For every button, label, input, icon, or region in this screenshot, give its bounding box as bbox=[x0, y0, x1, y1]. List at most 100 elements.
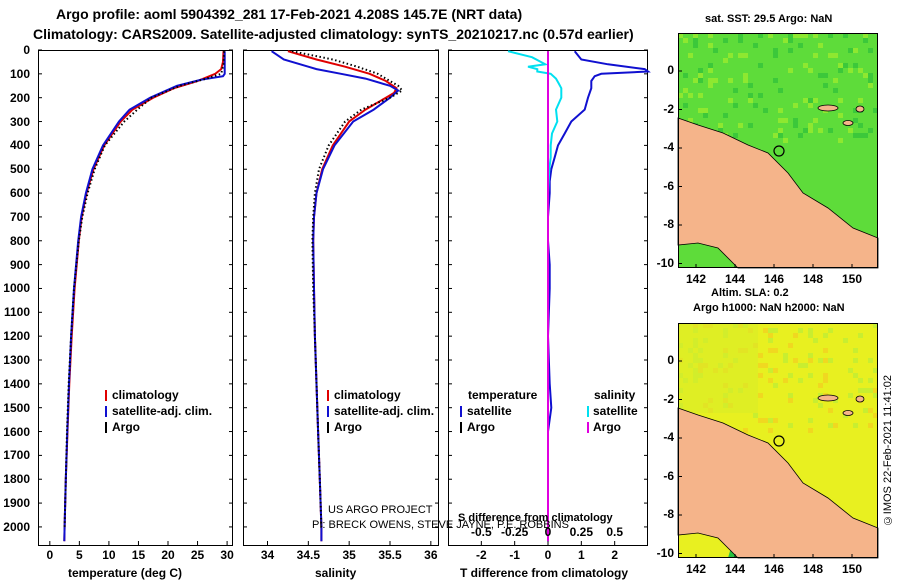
legend-marker bbox=[105, 390, 107, 401]
map-pixel bbox=[793, 103, 798, 108]
legend-marker bbox=[327, 406, 329, 417]
map-pixel bbox=[758, 353, 763, 358]
map-x-label: 142 bbox=[685, 562, 707, 576]
map-pixel bbox=[868, 358, 873, 363]
x-tick-label: 0 bbox=[544, 548, 552, 562]
float-location-marker bbox=[773, 145, 785, 157]
legend-sal-heading: salinity bbox=[594, 388, 636, 402]
map-pixel bbox=[868, 128, 873, 133]
map-pixel bbox=[823, 348, 828, 353]
legend-label: Argo bbox=[593, 420, 621, 434]
map-pixel bbox=[758, 373, 763, 378]
map-pixel bbox=[768, 378, 773, 383]
top-tick-label: -0.5 bbox=[470, 525, 492, 539]
map-pixel bbox=[743, 53, 748, 58]
map-pixel bbox=[788, 398, 793, 403]
series-satellite-adj-clim- bbox=[271, 50, 400, 542]
map-pixel bbox=[813, 53, 818, 58]
legend-label: satellite-adj. clim. bbox=[334, 404, 435, 418]
map-pixel bbox=[773, 48, 778, 53]
x-tick-label: 36 bbox=[424, 548, 438, 562]
map-pixel bbox=[793, 123, 798, 128]
depth-tick-label: 600 bbox=[9, 186, 30, 201]
map-pixel bbox=[793, 33, 798, 38]
map-pixel bbox=[768, 418, 773, 423]
land-island bbox=[817, 394, 839, 402]
map-pixel bbox=[763, 363, 768, 368]
depth-tick-label: 1200 bbox=[3, 329, 30, 344]
map-pixel bbox=[803, 128, 808, 133]
map-pixel bbox=[788, 33, 793, 38]
map-y-label: -8 bbox=[663, 217, 674, 231]
map-pixel bbox=[808, 373, 813, 378]
difference-x-label: T difference from climatology bbox=[460, 566, 629, 580]
map-pixel bbox=[848, 68, 853, 73]
map-pixel bbox=[783, 353, 788, 358]
depth-tick-label: 1400 bbox=[3, 376, 30, 391]
x-tick-label: 20 bbox=[161, 548, 175, 562]
map-pixel bbox=[768, 338, 773, 343]
map-pixel bbox=[763, 418, 768, 423]
map-pixel bbox=[838, 138, 843, 143]
series-climatology bbox=[63, 51, 225, 542]
map-pixel bbox=[848, 393, 853, 398]
temperature-plot bbox=[38, 49, 233, 546]
legend-label: climatology bbox=[334, 388, 401, 402]
map-pixel bbox=[813, 118, 818, 123]
map-pixel bbox=[873, 388, 878, 393]
plot-frame bbox=[243, 50, 439, 546]
legend-label: Argo bbox=[112, 420, 140, 434]
map-pixel bbox=[728, 53, 733, 58]
map-pixel bbox=[858, 123, 863, 128]
map-pixel bbox=[828, 128, 833, 133]
land-new-guinea bbox=[677, 407, 879, 559]
map-pixel bbox=[763, 108, 768, 113]
salinity-plot bbox=[243, 49, 439, 546]
map-y-label: -2 bbox=[663, 101, 674, 116]
map-pixel bbox=[823, 83, 828, 88]
map-pixel bbox=[753, 103, 758, 108]
series-argo bbox=[63, 51, 226, 527]
map-pixel bbox=[748, 123, 753, 128]
top-tick-label: 0 bbox=[544, 525, 552, 539]
map-pixel bbox=[823, 333, 828, 338]
map-pixel bbox=[738, 53, 743, 58]
depth-tick-label: 200 bbox=[9, 90, 30, 105]
map-pixel bbox=[803, 33, 808, 38]
map-pixel bbox=[858, 133, 863, 138]
map-pixel bbox=[778, 108, 783, 113]
series-salinity-satellite bbox=[507, 50, 563, 542]
map-pixel bbox=[768, 428, 773, 433]
map-pixel bbox=[778, 118, 783, 123]
map-pixel bbox=[678, 33, 683, 38]
map-pixel bbox=[773, 383, 778, 388]
map-pixel bbox=[808, 333, 813, 338]
x-tick-label: 15 bbox=[131, 548, 146, 562]
map-pixel bbox=[788, 423, 793, 428]
map-pixel bbox=[783, 378, 788, 383]
map-pixel bbox=[758, 63, 763, 68]
map-pixel bbox=[708, 68, 713, 73]
map-y-label: 0 bbox=[667, 63, 674, 77]
map-pixel bbox=[808, 353, 813, 358]
map-pixel bbox=[738, 123, 743, 128]
map-pixel bbox=[818, 128, 823, 133]
map-pixel bbox=[693, 33, 698, 38]
depth-tick-label: 1700 bbox=[3, 448, 30, 463]
map-pixel bbox=[773, 133, 778, 138]
depth-tick-label: 0 bbox=[23, 43, 30, 57]
top-tick-label: -0.25 bbox=[500, 525, 529, 539]
depth-tick-label: 500 bbox=[9, 162, 30, 177]
map-pixel bbox=[688, 93, 693, 98]
map-pixel bbox=[868, 78, 873, 83]
map-pixel bbox=[718, 128, 723, 133]
map-pixel bbox=[808, 328, 813, 333]
legend-label: climatology bbox=[112, 388, 179, 402]
map-pixel bbox=[818, 383, 823, 388]
series-argo bbox=[291, 50, 404, 527]
legend-marker bbox=[105, 422, 107, 433]
sla-map-title-2: Argo h1000: NaN h2000: NaN bbox=[693, 302, 845, 314]
map-pixel bbox=[803, 363, 808, 368]
map-pixel bbox=[873, 108, 878, 113]
map-pixel bbox=[753, 413, 758, 418]
